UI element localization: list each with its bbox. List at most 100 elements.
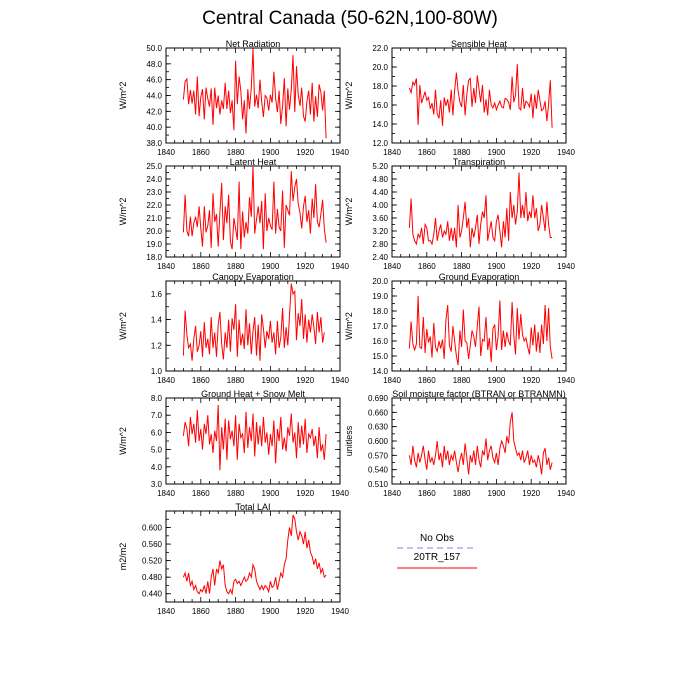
panel-3: Latent Heat W/m^2 1840 1860 1880 1900 1920 1940… (118, 157, 349, 271)
y-tick-label: 24.0 (146, 175, 162, 184)
y-tick-label: 17.0 (372, 322, 388, 331)
x-tick-label: 1840 (157, 607, 175, 616)
y-axis-label: W/m^2 (118, 312, 128, 340)
series-line (408, 412, 553, 475)
y-tick-label: 20.0 (372, 63, 388, 72)
x-tick-label: 1940 (557, 489, 575, 498)
x-tick-label: 1940 (557, 376, 575, 385)
x-tick-label: 1840 (157, 376, 175, 385)
y-tick-label: 14.0 (372, 367, 388, 376)
x-tick-label: 1920 (522, 148, 540, 157)
panel-8: Soil moisture factor (BTRAN or BTRANMN) u… (344, 389, 575, 498)
panel-4: Transpiration W/m^2 1840 1860 1880 1900 1920 19… (344, 157, 575, 271)
y-tick-label: 8.0 (151, 394, 163, 403)
x-tick-label: 1880 (453, 489, 471, 498)
y-tick-label: 38.0 (146, 139, 162, 148)
y-tick-label: 20.0 (146, 227, 162, 236)
x-tick-label: 1920 (296, 148, 314, 157)
panel-title: Latent Heat (230, 157, 277, 167)
plot-frame (165, 510, 341, 603)
series-line (182, 404, 327, 471)
legend-label-no-obs: No Obs (420, 533, 454, 544)
x-tick-label: 1840 (383, 489, 401, 498)
x-tick-label: 1860 (418, 376, 436, 385)
y-tick-label: 4.40 (372, 188, 388, 197)
x-tick-label: 1900 (262, 489, 280, 498)
panel-6: Ground Evaporation W/m^2 1840 1860 1880 1900 1… (344, 272, 575, 385)
x-tick-label: 1920 (522, 376, 540, 385)
x-tick-label: 1900 (488, 262, 506, 271)
y-tick-label: 21.0 (146, 214, 162, 223)
panel-title: Ground Evaporation (439, 272, 520, 282)
x-tick-label: 1900 (262, 376, 280, 385)
panel-title: Net Radiation (226, 39, 281, 49)
x-tick-label: 1900 (262, 148, 280, 157)
y-axis-label: W/m^2 (344, 198, 354, 226)
x-tick-label: 1840 (157, 262, 175, 271)
panel-title: Ground Heat + Snow Melt (201, 389, 305, 399)
y-tick-label: 0.600 (368, 437, 389, 446)
x-tick-label: 1940 (331, 262, 349, 271)
y-tick-label: 0.520 (142, 557, 163, 566)
x-tick-label: 1940 (331, 376, 349, 385)
panel-title: Sensible Heat (451, 39, 508, 49)
y-axis-label: unitless (344, 425, 354, 456)
y-tick-label: 48.0 (146, 60, 162, 69)
x-tick-label: 1860 (418, 148, 436, 157)
x-tick-label: 1920 (296, 262, 314, 271)
x-tick-label: 1920 (296, 607, 314, 616)
y-tick-label: 18.0 (146, 253, 162, 262)
y-axis-label: W/m^2 (344, 312, 354, 340)
y-tick-label: 20.0 (372, 277, 388, 286)
legend: No Obs 20TR_157 (397, 533, 477, 569)
y-tick-label: 0.510 (368, 480, 389, 489)
y-axis-label: W/m^2 (344, 82, 354, 110)
x-tick-label: 1840 (383, 148, 401, 157)
y-tick-label: 42.0 (146, 107, 162, 116)
plot-frame (391, 280, 567, 372)
x-tick-label: 1860 (192, 376, 210, 385)
panel-title: Transpiration (453, 157, 505, 167)
x-tick-label: 1840 (383, 376, 401, 385)
x-tick-label: 1900 (262, 262, 280, 271)
panel-2: Sensible Heat W/m^2 1840 1860 1880 1900 1920 19… (344, 39, 575, 157)
x-tick-label: 1880 (453, 262, 471, 271)
x-tick-label: 1860 (192, 148, 210, 157)
x-tick-label: 1860 (418, 489, 436, 498)
x-tick-label: 1920 (522, 489, 540, 498)
panel-title: Total LAI (235, 502, 270, 512)
x-tick-label: 1860 (192, 489, 210, 498)
panel-7: Ground Heat + Snow Melt W/m^2 1840 1860 1880… (118, 389, 349, 498)
y-tick-label: 0.660 (368, 408, 389, 417)
y-tick-label: 18.0 (372, 82, 388, 91)
y-tick-label: 0.540 (368, 466, 389, 475)
series-line (182, 514, 327, 596)
x-tick-label: 1860 (192, 607, 210, 616)
y-tick-label: 3.0 (151, 480, 163, 489)
y-tick-label: 19.0 (146, 240, 162, 249)
x-tick-label: 1900 (262, 607, 280, 616)
y-tick-label: 4.0 (151, 463, 163, 472)
plot-frame (391, 397, 567, 485)
y-tick-label: 19.0 (372, 292, 388, 301)
x-tick-label: 1840 (383, 262, 401, 271)
x-tick-label: 1920 (296, 489, 314, 498)
y-tick-label: 22.0 (146, 201, 162, 210)
x-tick-label: 1900 (488, 376, 506, 385)
y-tick-label: 25.0 (146, 162, 162, 171)
y-tick-label: 0.570 (368, 451, 389, 460)
y-tick-label: 5.0 (151, 446, 163, 455)
panel-9: Total LAI m2/m2 1840 1860 1880 1900 1920 1940 0.… (118, 502, 349, 616)
y-tick-label: 22.0 (372, 44, 388, 53)
y-tick-label: 2.80 (372, 240, 388, 249)
y-tick-label: 3.60 (372, 214, 388, 223)
y-tick-label: 0.600 (142, 524, 163, 533)
x-tick-label: 1840 (157, 489, 175, 498)
x-tick-label: 1860 (192, 262, 210, 271)
panel-1: Net Radiation W/m^2 1840 1860 1880 1900 1920 19… (118, 39, 349, 157)
y-tick-label: 0.440 (142, 590, 163, 599)
y-tick-label: 16.0 (372, 337, 388, 346)
y-tick-label: 3.20 (372, 227, 388, 236)
